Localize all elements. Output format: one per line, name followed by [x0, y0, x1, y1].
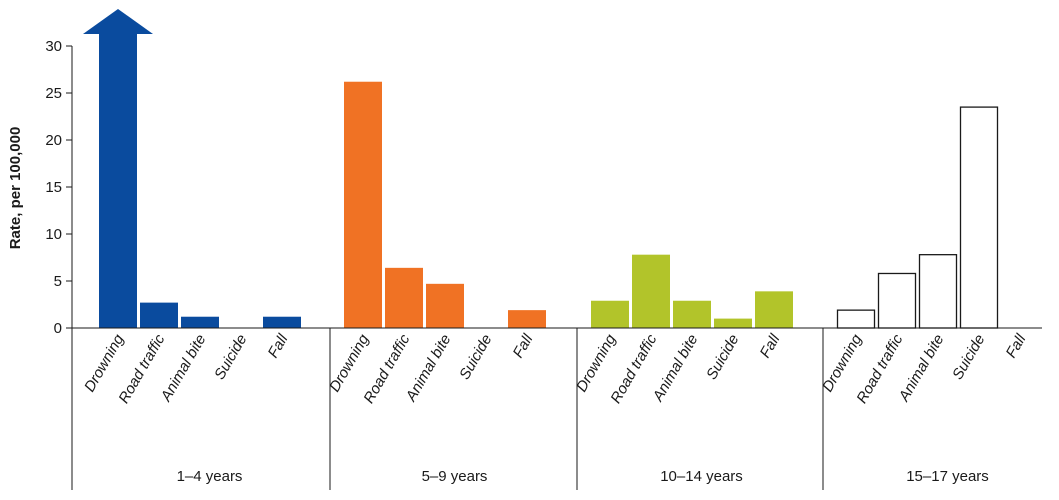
overflow-stem-1-4-years-drowning	[99, 33, 137, 47]
x-tick-label-suicide: Suicide	[211, 332, 250, 383]
x-tick-label-fall: Fall	[265, 331, 292, 361]
bar-15-17-years-drowning	[836, 309, 876, 329]
bar-group-5-9-years	[344, 81, 546, 328]
x-tick-label-suicide: Suicide	[949, 332, 988, 383]
bar-15-17-years-suicide	[959, 106, 999, 329]
bar-1-4-years-road-traffic	[140, 302, 178, 328]
overflow-arrow-1-4-years-drowning	[83, 9, 153, 34]
group-label-15-17-years: 15–17 years	[906, 468, 989, 485]
y-axis: 0 5 10 15 20 25 30	[45, 38, 73, 337]
bar-1-4-years-fall	[263, 316, 301, 328]
y-tick-label: 0	[54, 320, 62, 337]
group-label-10-14-years: 10–14 years	[660, 468, 743, 485]
bar-1-4-years-animal-bite	[181, 316, 219, 328]
bar-10-14-years-fall	[755, 291, 793, 328]
bar-5-9-years-road-traffic	[385, 267, 423, 328]
y-tick-label: 5	[54, 273, 62, 290]
x-tick-label-fall: Fall	[1003, 331, 1030, 361]
x-tick-label-drowning: Drowning	[81, 331, 128, 395]
x-tick-label-suicide: Suicide	[703, 332, 742, 383]
bar-group-10-14-years	[591, 254, 793, 328]
bar-10-14-years-drowning	[591, 300, 629, 328]
bar-group-1-4-years	[83, 9, 301, 328]
y-tick-label: 30	[45, 38, 62, 55]
y-tick-label: 20	[45, 132, 62, 149]
bar-5-9-years-fall	[508, 310, 546, 328]
x-tick-label-drowning: Drowning	[819, 331, 866, 395]
bar-10-14-years-animal-bite	[673, 300, 711, 328]
bar-1-4-years-drowning	[99, 46, 137, 328]
x-tick-label-fall: Fall	[757, 331, 784, 361]
y-tick-label: 15	[45, 179, 62, 196]
y-tick-label: 25	[45, 85, 62, 102]
bar-15-17-years-road-traffic	[877, 272, 917, 329]
bar-10-14-years-suicide	[714, 318, 752, 328]
y-tick-label: 10	[45, 226, 62, 243]
bar-5-9-years-animal-bite	[426, 283, 464, 328]
x-tick-label-drowning: Drowning	[326, 331, 373, 395]
y-axis-label: Rate, per 100,000	[7, 127, 24, 250]
group-label-1-4-years: 1–4 years	[177, 468, 243, 485]
bar-10-14-years-road-traffic	[632, 254, 670, 328]
bars	[83, 9, 999, 329]
x-tick-label-drowning: Drowning	[573, 331, 620, 395]
group-label-5-9-years: 5–9 years	[422, 468, 488, 485]
bar-group-15-17-years	[836, 106, 999, 329]
bar-5-9-years-drowning	[344, 81, 382, 328]
x-tick-label-fall: Fall	[510, 331, 537, 361]
bar-15-17-years-animal-bite	[918, 254, 958, 329]
x-tick-label-suicide: Suicide	[456, 332, 495, 383]
